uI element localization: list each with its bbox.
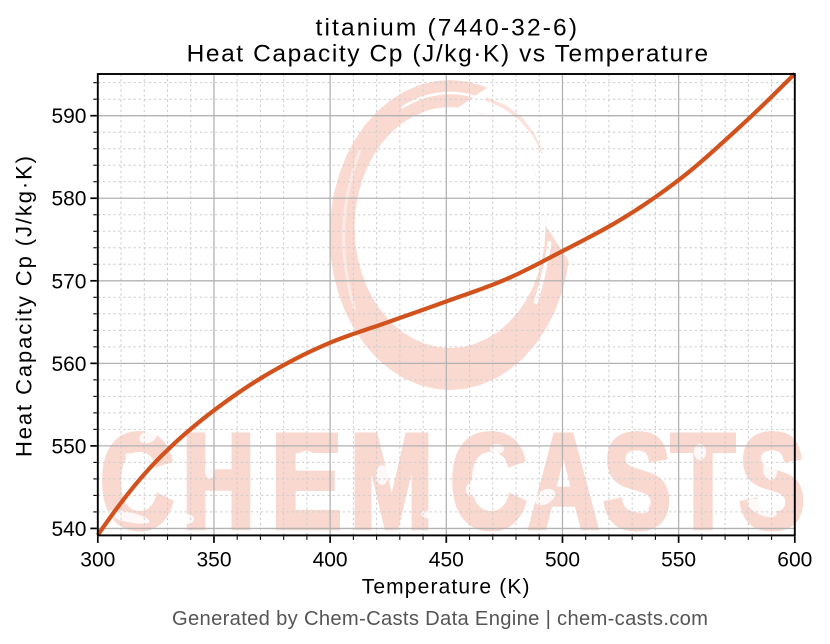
svg-text:560: 560	[51, 353, 86, 376]
svg-text:600: 600	[777, 549, 812, 572]
svg-text:300: 300	[80, 549, 115, 572]
svg-text:400: 400	[313, 549, 348, 572]
svg-text:Temperature (K): Temperature (K)	[362, 576, 530, 599]
svg-text:450: 450	[429, 549, 464, 572]
svg-text:570: 570	[51, 270, 86, 293]
svg-text:H: H	[182, 408, 255, 557]
svg-text:580: 580	[51, 188, 86, 211]
svg-text:550: 550	[51, 435, 86, 458]
svg-text:A: A	[528, 408, 599, 557]
svg-text:540: 540	[51, 518, 86, 541]
svg-text:Heat Capacity Cp (J/kg·K): Heat Capacity Cp (J/kg·K)	[12, 156, 37, 457]
svg-text:590: 590	[51, 105, 86, 128]
svg-text:T: T	[671, 408, 735, 557]
svg-text:M: M	[350, 408, 433, 557]
svg-text:500: 500	[545, 549, 580, 572]
svg-text:350: 350	[196, 549, 231, 572]
svg-text:Heat Capacity Cp (J/kg·K) vs T: Heat Capacity Cp (J/kg·K) vs Temperature	[187, 40, 709, 67]
svg-text:titanium (7440-32-6): titanium (7440-32-6)	[316, 15, 578, 42]
svg-text:Generated by Chem-Casts Data E: Generated by Chem-Casts Data Engine | ch…	[172, 608, 708, 630]
svg-text:550: 550	[661, 549, 696, 572]
